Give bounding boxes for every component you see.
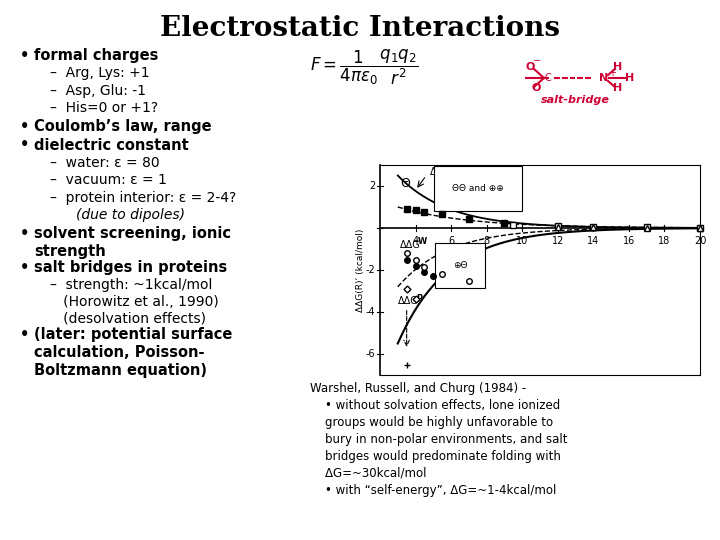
Text: salt bridges in proteins: salt bridges in proteins: [34, 260, 228, 275]
Text: –  His=0 or +1?: – His=0 or +1?: [50, 102, 158, 116]
Text: O: O: [531, 83, 541, 93]
Text: H: H: [613, 62, 623, 72]
Text: •: •: [20, 138, 30, 152]
Text: Electrostatic Interactions: Electrostatic Interactions: [160, 15, 560, 42]
Text: -6: -6: [365, 349, 375, 359]
Text: salt-bridge: salt-bridge: [541, 95, 609, 105]
Text: 18: 18: [658, 236, 670, 246]
Text: 2: 2: [369, 181, 375, 191]
Text: ΔΔG(R)’ (kcal/mol): ΔΔG(R)’ (kcal/mol): [356, 228, 364, 312]
Text: +: +: [608, 68, 616, 78]
Text: –  strength: ~1kcal/mol
   (Horowitz et al., 1990)
   (desolvation effects): – strength: ~1kcal/mol (Horowitz et al.,…: [50, 279, 219, 326]
Text: W: W: [418, 237, 427, 246]
Text: ΔΔG: ΔΔG: [397, 296, 418, 307]
Text: 20: 20: [694, 236, 706, 246]
Text: 8: 8: [484, 236, 490, 246]
Text: −: −: [533, 56, 541, 66]
Text: formal charges: formal charges: [34, 48, 158, 63]
Text: Θ: Θ: [400, 178, 410, 191]
Text: N: N: [599, 73, 608, 83]
Text: –  vacuum: ε = 1: – vacuum: ε = 1: [50, 173, 167, 187]
Text: –  Arg, Lys: +1: – Arg, Lys: +1: [50, 66, 150, 80]
Text: ΘΘ and ⊕⊕: ΘΘ and ⊕⊕: [452, 184, 504, 193]
Text: O: O: [526, 62, 535, 72]
Text: P: P: [415, 294, 422, 303]
Text: •: •: [20, 119, 30, 134]
Text: –  water: ε = 80: – water: ε = 80: [50, 156, 160, 170]
Text: solvent screening, ionic
strength: solvent screening, ionic strength: [34, 226, 231, 259]
Text: 6: 6: [448, 236, 454, 246]
Text: H: H: [626, 73, 634, 83]
Text: Coulomb’s law, range: Coulomb’s law, range: [34, 119, 212, 134]
Text: (due to dipoles): (due to dipoles): [76, 208, 185, 222]
Text: 10: 10: [516, 236, 528, 246]
Text: Warshel, Russell, and Churg (1984) -
    • without solvation effects, lone ioniz: Warshel, Russell, and Churg (1984) - • w…: [310, 382, 567, 497]
Text: 4: 4: [413, 236, 418, 246]
Text: ΔΔG: ΔΔG: [400, 240, 420, 250]
Text: (later: potential surface
calculation, Poisson-
Boltzmann equation): (later: potential surface calculation, P…: [34, 327, 233, 378]
Text: 14: 14: [588, 236, 600, 246]
Text: 16: 16: [623, 236, 635, 246]
Text: 12: 12: [552, 236, 564, 246]
Text: ΔΔG: ΔΔG: [430, 167, 451, 177]
Text: ⊕Θ: ⊕Θ: [453, 261, 467, 271]
Text: •: •: [20, 226, 30, 241]
Text: •: •: [20, 260, 30, 275]
Text: –  Asp, Glu: -1: – Asp, Glu: -1: [50, 84, 146, 98]
Text: -4: -4: [365, 307, 375, 317]
Text: C: C: [544, 73, 552, 83]
Text: dielectric constant: dielectric constant: [34, 138, 189, 152]
Text: P: P: [448, 165, 454, 174]
Text: -2: -2: [365, 265, 375, 275]
Text: $F = \dfrac{1}{4\pi\varepsilon_0}\dfrac{q_1 q_2}{r^2}$: $F = \dfrac{1}{4\pi\varepsilon_0}\dfrac{…: [310, 48, 418, 87]
Text: –  protein interior: ε = 2-4?: – protein interior: ε = 2-4?: [50, 191, 236, 205]
Text: •: •: [20, 327, 30, 342]
Text: H: H: [613, 83, 623, 93]
Text: •: •: [20, 48, 30, 63]
